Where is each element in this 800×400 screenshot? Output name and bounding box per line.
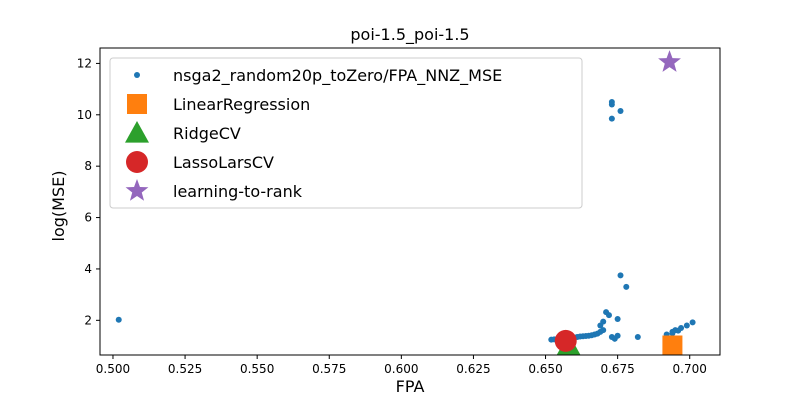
legend-label: LassoLarsCV (173, 153, 274, 172)
legend-marker (134, 72, 140, 78)
data-point (605, 312, 612, 319)
legend-marker (125, 121, 149, 143)
x-tick-label: 0.575 (312, 362, 346, 376)
data-point (617, 272, 624, 279)
x-axis-label: FPA (396, 377, 425, 396)
x-tick-label: 0.650 (528, 362, 562, 376)
data-point (669, 330, 676, 337)
data-point (689, 319, 696, 326)
x-tick-label: 0.675 (600, 362, 634, 376)
y-axis-label: log(MSE) (49, 171, 68, 242)
series-star (658, 50, 681, 72)
x-tick-label: 0.625 (456, 362, 490, 376)
x-tick-label: 0.700 (673, 362, 707, 376)
x-tick-label: 0.525 (168, 362, 202, 376)
x-tick-label: 0.600 (384, 362, 418, 376)
data-point (675, 327, 682, 334)
x-tick-label: 0.500 (96, 362, 130, 376)
y-axis-ticks: 2 4 6 8 10 12 (77, 56, 100, 327)
legend-marker (127, 94, 147, 114)
chart-title: poi-1.5_poi-1.5 (350, 25, 469, 45)
data-point (115, 316, 122, 323)
data-point (617, 107, 624, 114)
data-point (658, 50, 681, 72)
data-point (614, 316, 621, 323)
x-axis-ticks: 0.500 0.525 0.550 0.575 0.600 0.625 0.650 0.675… (96, 355, 707, 376)
y-tick-label: 6 (84, 211, 92, 225)
legend-label: learning-to-rank (173, 182, 303, 201)
y-tick-label: 2 (84, 313, 92, 327)
data-point (662, 335, 683, 356)
legend-marker (126, 151, 148, 173)
legend-label: LinearRegression (173, 95, 310, 114)
legend: nsga2_random20p_toZero/FPA_NNZ_MSE Linear… (109, 57, 583, 209)
plot-marks (115, 50, 696, 356)
data-point (608, 115, 615, 122)
y-tick-label: 4 (84, 262, 92, 276)
legend-box (109, 57, 583, 209)
legend-label: nsga2_random20p_toZero/FPA_NNZ_MSE (173, 66, 502, 86)
plot-frame (99, 47, 721, 356)
legend-label: RidgeCV (173, 124, 241, 143)
series-square (662, 335, 683, 356)
x-tick-label: 0.550 (240, 362, 274, 376)
y-tick-label: 12 (77, 56, 92, 70)
y-tick-label: 10 (77, 108, 92, 122)
data-point (683, 322, 690, 329)
legend-marker (125, 179, 149, 201)
data-point (600, 327, 607, 334)
series-circle (554, 329, 577, 352)
y-tick-label: 8 (84, 159, 92, 173)
data-point (608, 98, 615, 105)
data-point (623, 283, 630, 290)
data-point (611, 335, 618, 342)
data-point (634, 334, 641, 341)
data-point (600, 318, 607, 325)
data-point (554, 329, 577, 352)
